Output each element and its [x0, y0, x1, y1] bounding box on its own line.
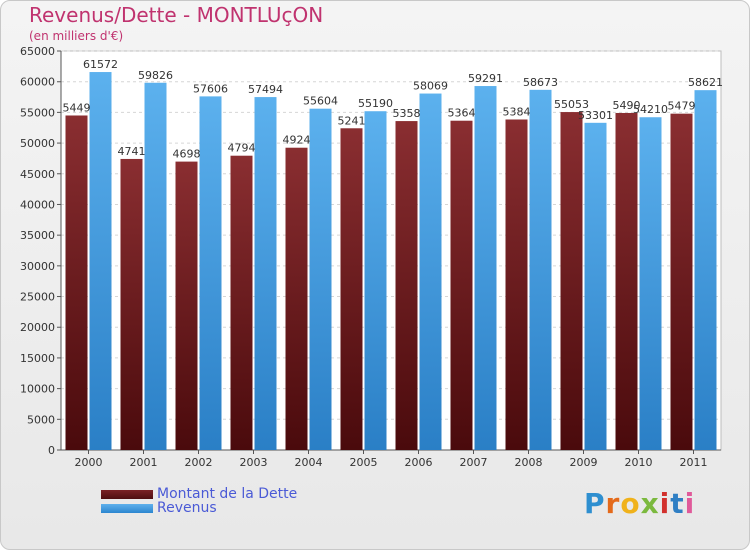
y-tick-label: 55000 [20, 106, 55, 119]
x-tick-label: 2009 [570, 456, 598, 469]
bar-revenus [89, 72, 112, 450]
bar-dette [395, 121, 418, 451]
bar-dette [670, 113, 693, 451]
bar-revenus [364, 111, 387, 450]
data-label-revenus: 55604 [303, 95, 338, 108]
data-label-revenus: 53301 [578, 109, 613, 122]
x-tick-label: 2007 [460, 456, 488, 469]
bar-dette [560, 112, 583, 451]
data-label-dette: 5364 [448, 107, 476, 120]
bar-revenus [529, 89, 552, 450]
y-tick-label: 20000 [20, 321, 55, 334]
y-tick-label: 35000 [20, 229, 55, 242]
bar-revenus [639, 117, 662, 450]
x-tick-label: 2000 [75, 456, 103, 469]
legend-swatch-revenus [101, 504, 153, 513]
data-label-revenus: 58069 [413, 80, 448, 93]
bar-revenus [199, 96, 222, 450]
bar-revenus [309, 108, 332, 450]
legend-label-dette: Montant de la Dette [157, 486, 298, 502]
x-tick-label: 2002 [185, 456, 213, 469]
bar-dette [615, 112, 638, 450]
data-label-dette: 5490 [613, 99, 641, 112]
data-label-dette: 55053 [554, 98, 589, 111]
y-tick-label: 30000 [20, 260, 55, 273]
x-tick-label: 2006 [405, 456, 433, 469]
data-label-revenus: 54210 [633, 103, 668, 116]
y-tick-label: 50000 [20, 137, 55, 150]
plot-area [60, 50, 722, 451]
y-tick-label: 15000 [20, 352, 55, 365]
data-label-revenus: 58673 [523, 76, 558, 89]
y-tick-label: 5000 [27, 413, 55, 426]
y-tick-label: 60000 [20, 76, 55, 89]
bar-revenus [144, 82, 167, 450]
x-tick-label: 2008 [515, 456, 543, 469]
data-label-dette: 4741 [118, 145, 146, 158]
data-label-revenus: 57606 [193, 82, 228, 95]
bar-dette [285, 147, 308, 450]
bar-dette [65, 115, 88, 451]
chart-subtitle: (en milliers d'€) [29, 29, 124, 43]
bar-dette [175, 161, 198, 450]
bar-revenus [474, 86, 497, 450]
x-tick-label: 2005 [350, 456, 378, 469]
data-label-dette: 5241 [338, 114, 366, 127]
chart-title: Revenus/Dette - MONTLUçON [29, 3, 324, 27]
data-label-revenus: 59826 [138, 69, 173, 82]
bar-dette [450, 120, 473, 450]
bar-dette [340, 128, 363, 450]
bar-revenus [584, 122, 607, 451]
data-label-revenus: 57494 [248, 83, 283, 96]
y-tick-label: 0 [48, 444, 55, 457]
bar-revenus [694, 90, 717, 450]
x-tick-label: 2010 [625, 456, 653, 469]
data-label-dette: 5449 [63, 101, 91, 114]
y-tick-label: 65000 [20, 45, 55, 58]
x-tick-label: 2001 [130, 456, 158, 469]
bar-revenus [419, 93, 442, 450]
bar-dette [230, 155, 253, 450]
x-tick-label: 2004 [295, 456, 323, 469]
bar-revenus [254, 97, 277, 451]
y-tick-label: 40000 [20, 198, 55, 211]
proxiti-logo: Proxiti [584, 487, 696, 520]
legend-label-revenus: Revenus [157, 500, 217, 516]
data-label-dette: 5479 [668, 100, 696, 113]
legend-swatch-dette [101, 490, 153, 499]
y-tick-label: 45000 [20, 168, 55, 181]
data-label-dette: 5358 [393, 107, 421, 120]
data-label-dette: 4698 [173, 148, 201, 161]
data-label-revenus: 58621 [688, 76, 723, 89]
x-tick-label: 2011 [680, 456, 708, 469]
data-label-dette: 4794 [228, 142, 256, 155]
x-tick-label: 2003 [240, 456, 268, 469]
data-label-revenus: 59291 [468, 72, 503, 85]
data-label-dette: 4924 [283, 134, 311, 147]
y-tick-label: 10000 [20, 383, 55, 396]
y-tick-label: 25000 [20, 291, 55, 304]
data-label-revenus: 55190 [358, 97, 393, 110]
bar-dette [505, 119, 528, 450]
bar-dette [120, 158, 143, 451]
data-label-dette: 5384 [503, 105, 531, 118]
data-label-revenus: 61572 [83, 58, 118, 71]
